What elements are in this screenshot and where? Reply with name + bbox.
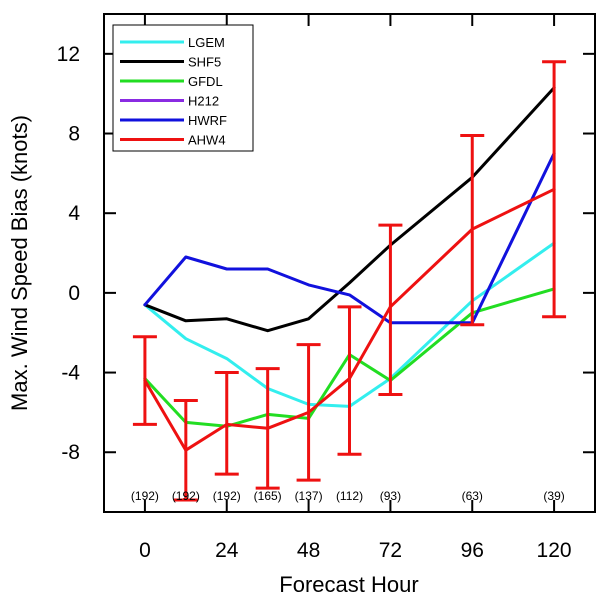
sample-count-label: (192) bbox=[213, 489, 241, 503]
series-line-hwrf bbox=[143, 151, 556, 325]
series-line-shf5 bbox=[143, 86, 556, 333]
x-tick-label: 24 bbox=[215, 539, 239, 562]
sample-count-label: (165) bbox=[254, 489, 282, 503]
x-tick-label: 120 bbox=[537, 539, 572, 562]
legend-label: GFDL bbox=[188, 74, 223, 89]
x-tick-label: 96 bbox=[461, 539, 484, 562]
legend-items: LGEM SHF5 GFDL H212 HWRF AHW4 bbox=[120, 35, 227, 148]
x-tick-label: 72 bbox=[379, 539, 402, 562]
y-axis-title: Max. Wind Speed Bias (knots) bbox=[7, 115, 32, 411]
sample-count-label: (112) bbox=[336, 489, 363, 503]
legend-label: HWRF bbox=[188, 113, 227, 128]
legend-label: SHF5 bbox=[188, 55, 221, 70]
legend-box bbox=[112, 24, 254, 152]
legend: LGEM SHF5 GFDL H212 HWRF AHW4 bbox=[112, 24, 254, 152]
x-tick-label: 48 bbox=[297, 539, 320, 562]
error-bars bbox=[132, 60, 567, 502]
y-tick-label: 8 bbox=[68, 123, 80, 146]
sample-count-label: (137) bbox=[295, 489, 323, 503]
y-tick-label: -4 bbox=[61, 362, 80, 385]
sample-count-label: (192) bbox=[131, 489, 159, 503]
legend-label: AHW4 bbox=[188, 133, 226, 148]
x-axis-title: Forecast Hour bbox=[279, 572, 418, 597]
y-tick-label: -8 bbox=[61, 441, 80, 464]
x-axis: 0 24 48 72 96 120 bbox=[139, 14, 572, 562]
sample-count-label: (39) bbox=[543, 489, 564, 503]
sample-count-label: (192) bbox=[172, 489, 200, 503]
legend-label: H212 bbox=[188, 94, 219, 109]
x-tick-label: 0 bbox=[139, 539, 151, 562]
y-tick-label: 0 bbox=[68, 282, 80, 305]
legend-label: LGEM bbox=[188, 35, 225, 50]
y-tick-label: 4 bbox=[68, 202, 80, 225]
y-tick-label: 12 bbox=[57, 43, 80, 66]
sample-count-labels: (192) (192) (192) (165) (137) (112) (93) (63) (3… bbox=[131, 489, 565, 503]
y-axis: 12 8 4 0 -4 -8 bbox=[57, 43, 595, 464]
sample-count-label: (63) bbox=[462, 489, 483, 503]
sample-count-label: (93) bbox=[380, 489, 401, 503]
